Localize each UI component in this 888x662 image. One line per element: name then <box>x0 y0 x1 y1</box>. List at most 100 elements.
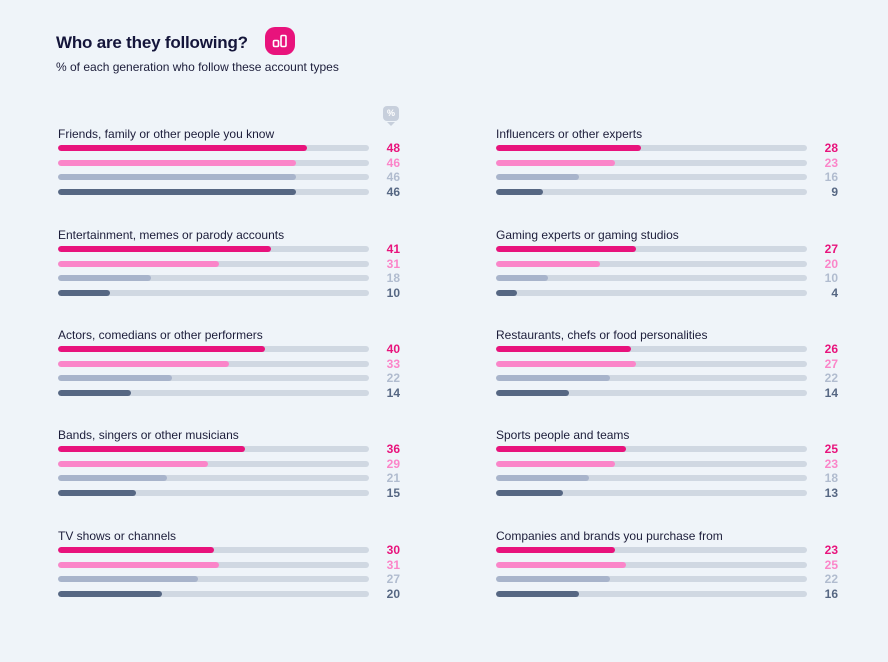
gen-bar-4 <box>496 189 543 195</box>
bar-track <box>496 591 807 597</box>
bar-track <box>496 346 807 352</box>
bar-track <box>496 290 807 296</box>
gen-bar-1 <box>58 346 265 352</box>
bar-row: 31 <box>58 257 400 271</box>
value-label: 36 <box>386 442 400 456</box>
gen-bar-4 <box>58 189 296 195</box>
bar-row: 27 <box>496 242 838 256</box>
bar-row: 46 <box>58 185 400 199</box>
value-label: 30 <box>386 543 400 557</box>
bar-track <box>496 562 807 568</box>
gen-bar-2 <box>58 461 208 467</box>
bar-track <box>58 361 369 367</box>
value-label: 16 <box>824 587 838 601</box>
gen-bar-2 <box>496 160 615 166</box>
gen-bar-3 <box>58 275 151 281</box>
bar-row: 14 <box>496 386 838 400</box>
gen-bar-4 <box>496 591 579 597</box>
gen-bar-4 <box>496 290 517 296</box>
gen-bar-2 <box>496 261 600 267</box>
bar-row: 23 <box>496 543 838 557</box>
category-label: TV shows or channels <box>58 529 177 543</box>
gen-bar-3 <box>58 475 167 481</box>
gen-bar-1 <box>58 446 245 452</box>
bar-track <box>58 490 369 496</box>
gen-bar-1 <box>496 246 636 252</box>
gen-bar-3 <box>496 576 610 582</box>
category-label: Companies and brands you purchase from <box>496 529 723 543</box>
bar-row: 27 <box>496 357 838 371</box>
bar-track <box>58 461 369 467</box>
category-label: Gaming experts or gaming studios <box>496 228 679 242</box>
gen-bar-3 <box>496 475 589 481</box>
bar-track <box>496 160 807 166</box>
category-group: Companies and brands you purchase from 23… <box>494 529 839 609</box>
bar-track <box>58 547 369 553</box>
category-label: Restaurants, chefs or food personalities <box>496 328 708 342</box>
bar-track <box>58 375 369 381</box>
bar-row: 25 <box>496 442 838 456</box>
bar-row: 30 <box>58 543 400 557</box>
percent-icon: % <box>383 106 399 121</box>
value-label: 33 <box>386 357 400 371</box>
value-label: 27 <box>824 357 838 371</box>
bar-track <box>58 446 369 452</box>
gen-bar-2 <box>496 361 636 367</box>
bar-row: 14 <box>58 386 400 400</box>
gen-bar-1 <box>58 246 271 252</box>
bar-track <box>58 160 369 166</box>
value-label: 13 <box>824 486 838 500</box>
bar-row: 13 <box>496 486 838 500</box>
gen-bar-1 <box>58 145 307 151</box>
bar-row: 22 <box>496 371 838 385</box>
gen-bar-4 <box>58 290 110 296</box>
bar-row: 16 <box>496 587 838 601</box>
value-label: 10 <box>824 271 838 285</box>
value-label: 41 <box>386 242 400 256</box>
value-label: 48 <box>386 141 400 155</box>
value-label: 14 <box>386 386 400 400</box>
gen-bar-4 <box>58 390 131 396</box>
category-group: Entertainment, memes or parody accounts 4… <box>56 228 401 308</box>
chart-title: Who are they following? <box>56 33 248 52</box>
bar-track <box>496 446 807 452</box>
gen-bar-2 <box>58 361 229 367</box>
value-label: 16 <box>824 170 838 184</box>
value-label: 26 <box>824 342 838 356</box>
gen-bar-4 <box>496 390 569 396</box>
bar-row: 10 <box>58 286 400 300</box>
bar-row: 18 <box>58 271 400 285</box>
gen-bar-3 <box>58 174 296 180</box>
category-label: Actors, comedians or other performers <box>58 328 263 342</box>
value-label: 23 <box>824 457 838 471</box>
value-label: 18 <box>824 471 838 485</box>
gen-bar-2 <box>58 160 296 166</box>
category-group: TV shows or channels 30 31 27 20 <box>56 529 401 609</box>
bar-track <box>496 547 807 553</box>
bar-track <box>58 475 369 481</box>
bar-track <box>496 261 807 267</box>
value-label: 20 <box>386 587 400 601</box>
value-label: 31 <box>386 257 400 271</box>
bar-row: 46 <box>58 156 400 170</box>
gen-bar-1 <box>496 145 641 151</box>
value-label: 23 <box>824 156 838 170</box>
bar-row: 20 <box>496 257 838 271</box>
bar-track <box>496 375 807 381</box>
bar-chart-icon <box>265 27 295 55</box>
bar-track <box>496 390 807 396</box>
value-label: 22 <box>824 371 838 385</box>
value-label: 25 <box>824 442 838 456</box>
value-label: 27 <box>386 572 400 586</box>
category-label: Sports people and teams <box>496 428 630 442</box>
bar-track <box>496 275 807 281</box>
bar-track <box>58 576 369 582</box>
gen-bar-2 <box>58 261 219 267</box>
gen-bar-1 <box>496 346 631 352</box>
bar-track <box>58 275 369 281</box>
value-label: 20 <box>824 257 838 271</box>
bar-track <box>58 189 369 195</box>
gen-bar-4 <box>58 591 162 597</box>
value-label: 15 <box>386 486 400 500</box>
bar-row: 28 <box>496 141 838 155</box>
